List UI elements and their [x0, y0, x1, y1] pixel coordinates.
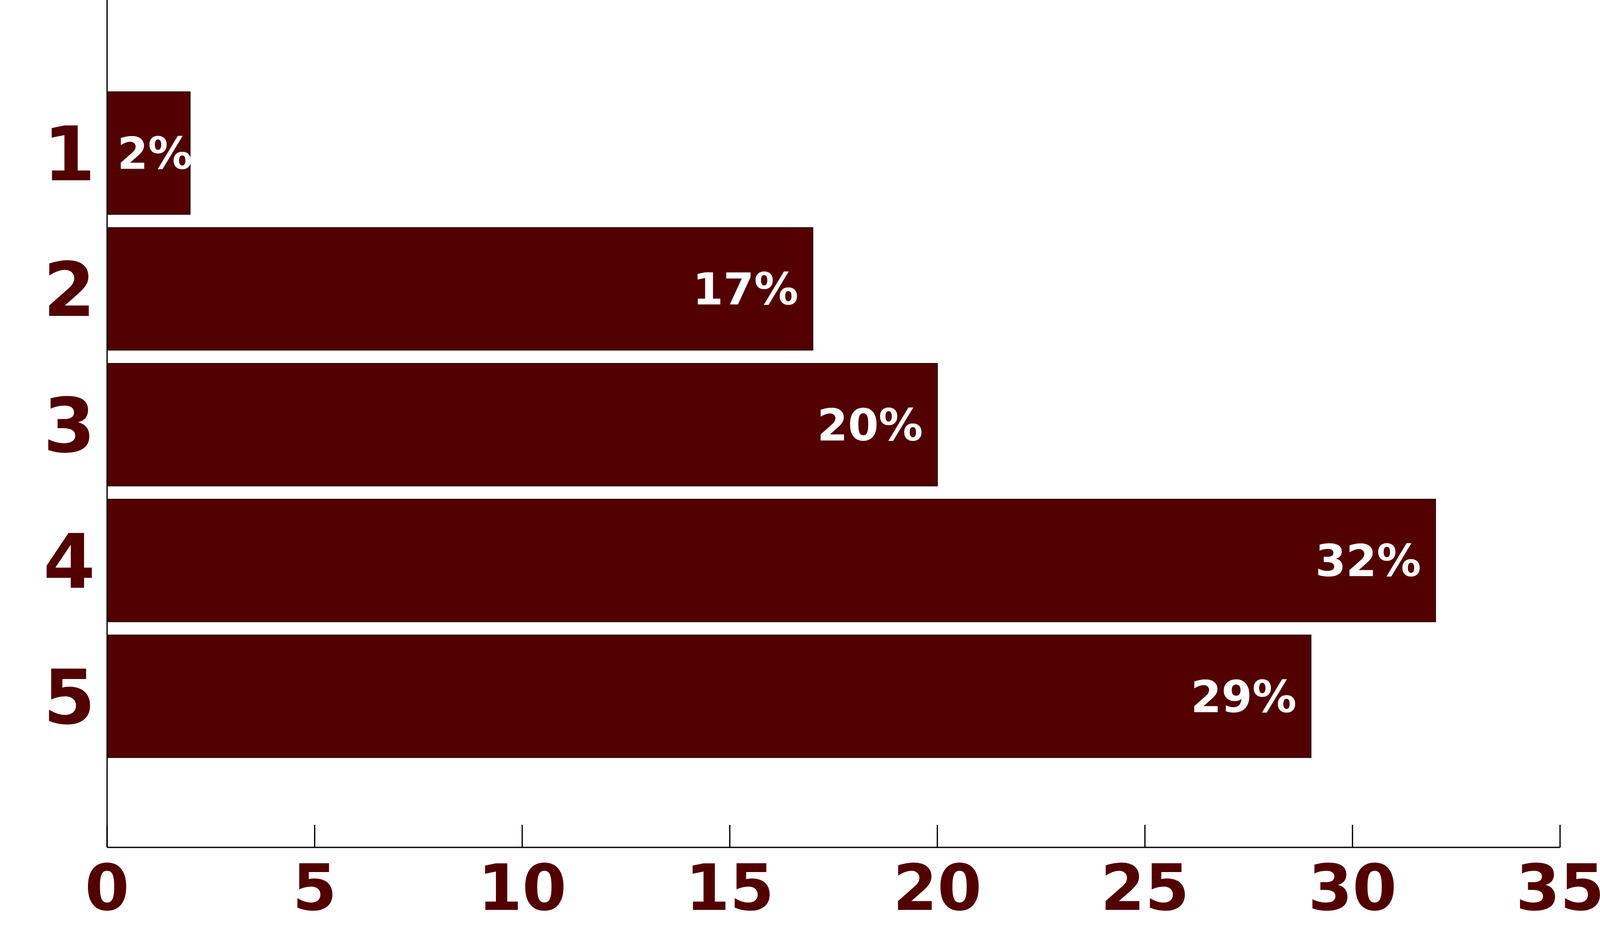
x-tick-label: 15 [685, 850, 775, 925]
bar [107, 363, 938, 486]
x-tick-label: 0 [84, 850, 130, 925]
bar [107, 498, 1436, 622]
x-tick [1351, 824, 1354, 847]
x-tick [729, 824, 731, 847]
data-label: 20% [817, 399, 924, 451]
category-label: 4 [43, 518, 96, 606]
x-tick-label: 10 [477, 850, 567, 925]
data-label: 17% [692, 263, 799, 315]
bar [107, 634, 1312, 758]
x-tick-label: 30 [1308, 850, 1397, 925]
data-label: 2% [117, 127, 193, 180]
category-label: 5 [43, 654, 96, 742]
data-label: 32% [1315, 534, 1422, 587]
x-tick [936, 824, 938, 847]
x-axis-line [107, 846, 1561, 848]
chart-svg: 2% 17% 20% 32% 29% 1 2 3 4 5 0 5 10 15 20 25 30 35 [0, 0, 1600, 932]
x-tick-label: 35 [1515, 850, 1600, 925]
category-label: 3 [43, 382, 96, 470]
y-axis-line [106, 0, 108, 847]
x-tick-label: 25 [1100, 850, 1190, 925]
x-tick-label: 5 [292, 850, 337, 925]
page: {"chart_data": {"type": "bar", "orientat… [0, 0, 1600, 932]
bars [107, 91, 1436, 758]
x-tick [314, 824, 316, 847]
x-tick [521, 824, 523, 847]
chart-container: 2% 17% 20% 32% 29% 1 2 3 4 5 0 5 10 15 20 25 30 35 [0, 0, 1600, 932]
data-label: 29% [1190, 670, 1297, 723]
x-tick [106, 824, 108, 847]
x-tick [1144, 824, 1146, 847]
category-label: 2 [43, 246, 96, 334]
x-tick [1559, 824, 1561, 847]
x-tick-label: 20 [892, 850, 982, 925]
category-label: 1 [43, 110, 96, 199]
bar [107, 227, 813, 350]
